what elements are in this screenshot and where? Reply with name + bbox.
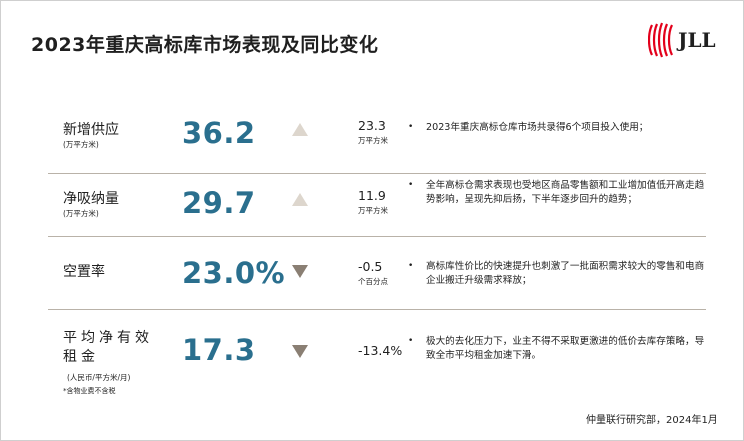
description-text: 高标库性价比的快速提升也刺激了一批面积需求较大的零售和电商企业搬迁升级需求释放； <box>426 261 705 286</box>
description: • 全年高标仓需求表现也受地区商品零售额和工业增加值低开高走趋势影响，呈现先抑后… <box>408 179 708 206</box>
metric-name: 平均净有效租金 <box>63 330 153 365</box>
metric-name: 净吸纳量 <box>63 191 119 207</box>
row-divider <box>48 309 706 310</box>
metric-value: 17.3 <box>182 333 256 367</box>
metric-row-net-absorption: 净吸纳量 (万平方米) 29.7 11.9 万平方米 • 全年高标仓需求表现也受… <box>48 174 706 236</box>
bullet: • <box>408 261 414 271</box>
change-value: -0.5 <box>358 259 383 274</box>
change-unit: 万平方米 <box>358 136 388 145</box>
metric-name: 空置率 <box>63 264 105 280</box>
change-value: -13.4% <box>358 343 403 358</box>
description: • 高标库性价比的快速提升也刺激了一批面积需求较大的零售和电商企业搬迁升级需求释… <box>408 260 708 287</box>
metric-row-vacancy: 空置率 23.0% -0.5 个百分点 • 高标库性价比的快速提升也刺激了一批面… <box>48 237 706 309</box>
metric-value: 23.0% <box>182 256 286 290</box>
jll-logo: JLL <box>648 20 728 60</box>
metric-row-rent: 平均净有效租金 (人民币/平方米/月) *含物业费不含税 17.3 -13.4%… <box>48 310 706 400</box>
metric-unit: (人民币/平方米/月) <box>67 373 131 382</box>
metric-unit: (万平方米) <box>63 209 99 218</box>
description-text: 极大的去化压力下，业主不得不采取更激进的低价去库存策略，导致全市平均租金加速下滑… <box>426 336 705 361</box>
description-text: 2023年重庆高标仓库市场共录得6个项目投入使用； <box>426 122 649 133</box>
bullet: • <box>408 180 414 190</box>
bullet: • <box>408 122 414 132</box>
trend-up-icon <box>292 123 308 136</box>
logo-text: JLL <box>678 28 716 52</box>
description: • 极大的去化压力下，业主不得不采取更激进的低价去库存策略，导致全市平均租金加速… <box>408 335 708 362</box>
trend-down-icon <box>292 345 308 358</box>
description-text: 全年高标仓需求表现也受地区商品零售额和工业增加值低开高走趋势影响，呈现先抑后扬，… <box>426 180 705 205</box>
row-divider <box>48 173 706 174</box>
metric-value: 29.7 <box>182 186 256 220</box>
description: • 2023年重庆高标仓库市场共录得6个项目投入使用； <box>408 121 708 135</box>
change-unit: 万平方米 <box>358 206 388 215</box>
metric-name: 新增供应 <box>63 122 119 138</box>
row-divider <box>48 236 706 237</box>
change-value: 23.3 <box>358 118 386 133</box>
change-value: 11.9 <box>358 188 386 203</box>
metric-footnote: *含物业费不含税 <box>63 387 116 395</box>
metric-row-new-supply: 新增供应 (万平方米) 36.2 23.3 万平方米 • 2023年重庆高标仓库… <box>48 111 706 173</box>
trend-up-icon <box>292 193 308 206</box>
bullet: • <box>408 336 414 346</box>
metric-value: 36.2 <box>182 116 256 150</box>
source-note: 仲量联行研究部，2024年1月 <box>586 415 718 426</box>
change-unit: 个百分点 <box>358 277 388 286</box>
trend-down-icon <box>292 265 308 278</box>
jll-logo-icon <box>648 22 674 58</box>
page-title: 2023年重庆高标库市场表现及同比变化 <box>31 34 379 56</box>
metric-unit: (万平方米) <box>63 140 99 149</box>
